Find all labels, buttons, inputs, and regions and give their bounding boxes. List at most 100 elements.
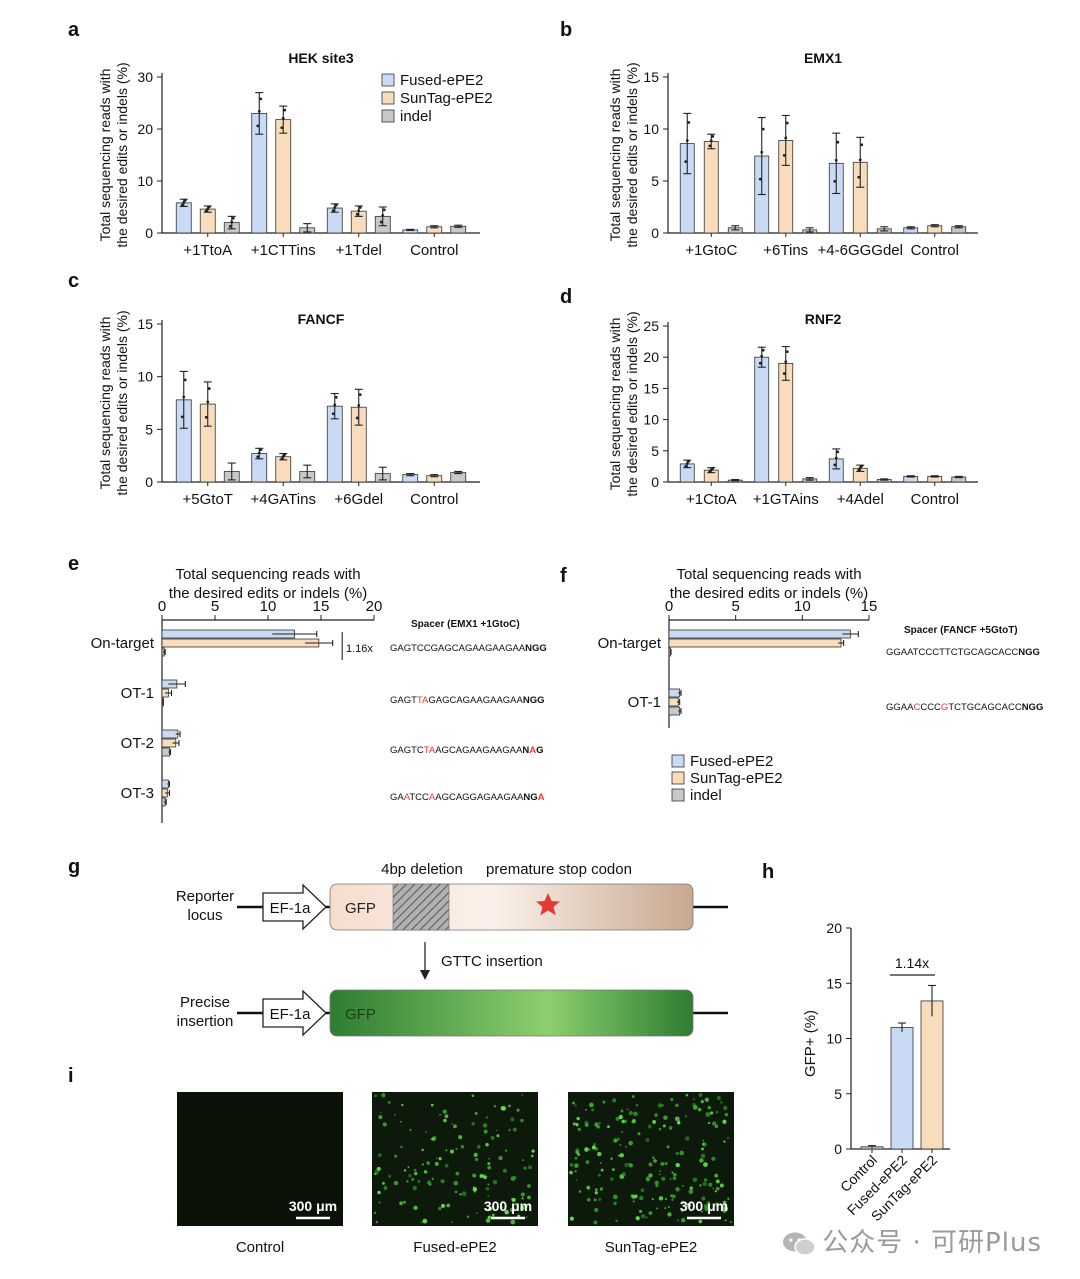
cell-dot: [597, 1173, 601, 1177]
cell-dot: [378, 1115, 383, 1120]
x-tick-label: Control: [410, 242, 458, 259]
cell-dot: [431, 1137, 436, 1141]
data-point: [257, 451, 261, 455]
cell-dot: [428, 1182, 432, 1186]
legend-swatch-Fused-ePE2: [671, 754, 685, 768]
cell-dot: [495, 1129, 498, 1132]
cell-dot: [640, 1188, 645, 1193]
x-tick-label: +1CTTins: [251, 242, 316, 259]
cell-dot: [586, 1197, 591, 1202]
promoter-label: EF-1a: [270, 1006, 312, 1023]
cell-dot: [639, 1209, 643, 1213]
cell-dot: [588, 1148, 591, 1151]
cell-dot: [508, 1104, 511, 1108]
cell-dot: [645, 1216, 648, 1219]
data-point: [684, 464, 688, 468]
scale-bar-label: 300 μm: [289, 1198, 337, 1214]
cell-dot: [472, 1173, 477, 1178]
annotation-fold-change: 1.14x: [895, 955, 929, 971]
data-point: [206, 207, 210, 211]
spacer-sequence: GGAACCCCGTCTGCAGCACCNGG: [886, 702, 1043, 713]
cell-dot: [488, 1207, 493, 1211]
cell-dot: [576, 1116, 580, 1121]
cell-dot: [651, 1198, 654, 1201]
cell-dot: [381, 1181, 385, 1185]
micrograph-label: SunTag-ePE2: [605, 1239, 698, 1256]
x-tick-label: Control: [911, 242, 959, 259]
spacer-segment: A: [529, 745, 536, 756]
cell-dot: [400, 1145, 403, 1149]
cell-dot: [672, 1176, 677, 1181]
data-point: [758, 361, 762, 365]
data-point: [833, 180, 837, 183]
cell-dot: [693, 1098, 696, 1101]
cell-dot: [689, 1186, 693, 1190]
cell-dot: [722, 1119, 727, 1124]
cell-dot: [531, 1149, 535, 1153]
cell-dot: [625, 1145, 628, 1148]
data-point: [259, 97, 263, 101]
cell-dot: [514, 1202, 518, 1206]
cell-dot: [706, 1201, 711, 1205]
y-axis-label-line: Total sequencing reads with: [97, 317, 113, 490]
data-point: [711, 134, 715, 138]
cell-dot: [705, 1112, 711, 1117]
cell-dot: [483, 1129, 488, 1134]
x-tick-label: 5: [211, 598, 219, 615]
chart-title: FANCF: [298, 311, 345, 327]
x-tick-label: 10: [794, 598, 811, 615]
cell-dot: [700, 1100, 704, 1104]
spacer-segment: GAGTC: [390, 745, 424, 756]
cell-dot: [599, 1161, 602, 1164]
bar-Fused-ePE2-+1TtoA: [175, 202, 192, 234]
cell-dot: [374, 1170, 379, 1175]
data-point: [182, 201, 186, 204]
y-tick-label: 5: [651, 443, 659, 459]
cell-dot: [420, 1221, 423, 1224]
cell-dot: [487, 1165, 491, 1170]
spacer-segment: TA: [424, 745, 436, 756]
cell-dot: [626, 1108, 629, 1111]
cell-dot: [631, 1095, 635, 1099]
cell-dot: [485, 1218, 491, 1223]
spacer-segment: A: [538, 792, 545, 803]
cell-dot: [705, 1208, 708, 1211]
cell-dot: [594, 1188, 598, 1191]
data-point: [834, 158, 838, 162]
spacer-segment: NGG: [1022, 702, 1044, 713]
data-point: [711, 466, 715, 470]
cell-dot: [598, 1197, 602, 1201]
data-point: [858, 158, 862, 162]
cell-dot: [724, 1219, 727, 1222]
cell-dot: [631, 1194, 636, 1199]
y-axis-label: Total sequencing reads with the desired e…: [607, 311, 640, 496]
cell-dot: [621, 1172, 626, 1177]
cell-dot: [645, 1177, 650, 1182]
data-point: [357, 209, 361, 213]
cell-dot: [482, 1174, 485, 1177]
spacer-segment: NG: [523, 792, 537, 803]
cell-dot: [414, 1171, 418, 1176]
data-point: [860, 464, 864, 468]
gfp-gene-box: [329, 883, 694, 931]
watermark: 公众号 · 可研Plus: [782, 1222, 1042, 1259]
x-axis-label: the desired edits or indels (%): [169, 585, 367, 602]
gfp-label: GFP: [345, 1006, 376, 1023]
cell-dot: [727, 1197, 730, 1200]
cell-dot: [652, 1120, 657, 1124]
y-tick-label: OT-1: [121, 685, 154, 702]
data-point: [283, 453, 287, 456]
cell-dot: [593, 1142, 597, 1146]
cell-dot: [520, 1118, 524, 1123]
cell-dot: [702, 1181, 707, 1187]
cell-dot: [569, 1170, 573, 1175]
cell-dot: [602, 1100, 606, 1104]
cell-dot: [613, 1138, 618, 1143]
locus-label: Precise: [180, 994, 230, 1011]
y-axis-label: Total sequencing reads with the desired e…: [97, 310, 130, 495]
cell-dot: [531, 1154, 534, 1158]
cell-dot: [527, 1184, 531, 1188]
cell-dot: [577, 1153, 581, 1157]
y-tick-label: 5: [145, 421, 153, 437]
cell-dot: [578, 1190, 582, 1193]
